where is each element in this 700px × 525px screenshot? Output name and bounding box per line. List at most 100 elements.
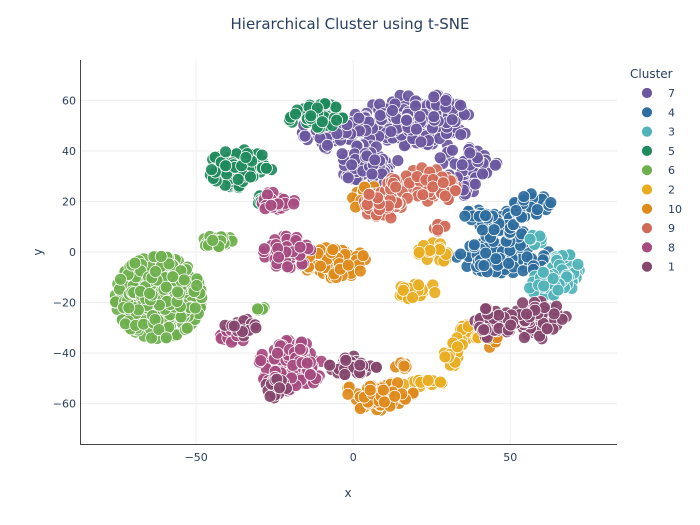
data-point: [477, 323, 491, 337]
data-point: [388, 389, 402, 403]
legend-item-1[interactable]: 1: [641, 260, 676, 274]
data-point: [149, 265, 162, 278]
data-point: [416, 188, 430, 202]
data-point: [219, 145, 233, 159]
y-tick-label: −20: [53, 297, 76, 310]
legend-item-7[interactable]: 7: [641, 87, 676, 100]
y-tick-label: 60: [62, 94, 76, 107]
data-point: [544, 196, 558, 210]
data-point: [428, 286, 442, 300]
data-point: [463, 146, 477, 160]
data-point: [530, 203, 544, 217]
legend-item-4[interactable]: 4: [641, 106, 676, 119]
data-point: [264, 198, 278, 212]
data-point: [326, 243, 340, 257]
data-point: [476, 167, 490, 181]
data-point: [145, 331, 159, 345]
data-point: [335, 147, 349, 161]
data-point: [533, 329, 546, 343]
data-point: [423, 243, 437, 257]
data-point: [368, 153, 382, 167]
legend-marker: [641, 241, 653, 254]
data-point: [338, 368, 352, 381]
legend-label: 4: [668, 106, 675, 119]
legend-marker: [641, 183, 653, 196]
data-point: [571, 257, 585, 271]
data-point: [438, 189, 452, 203]
legend-label: 3: [668, 126, 675, 139]
data-point: [339, 353, 353, 367]
data-point: [122, 301, 136, 315]
data-point: [293, 240, 307, 254]
data-point: [293, 342, 307, 356]
series-1: [218, 295, 573, 405]
data-point: [365, 167, 379, 181]
data-point: [433, 151, 447, 165]
x-tick-labels: −50 0 50: [185, 451, 518, 464]
data-point: [504, 318, 518, 332]
legend-item-6[interactable]: 6: [641, 164, 676, 177]
series-2: [393, 236, 499, 393]
legend-marker: [641, 144, 653, 157]
data-point: [479, 246, 493, 260]
data-point: [128, 256, 142, 270]
series-3: [523, 228, 586, 302]
legend-label: 6: [668, 164, 675, 177]
legend-item-8[interactable]: 8: [641, 241, 676, 254]
data-point: [300, 356, 314, 370]
data-point: [188, 301, 202, 315]
data-point: [439, 94, 453, 107]
data-point: [369, 360, 383, 374]
data-point: [523, 232, 537, 246]
x-tick-label: 50: [503, 451, 517, 464]
data-point: [479, 302, 493, 316]
chart-title: Hierarchical Cluster using t-SNE: [231, 15, 470, 33]
data-point: [341, 171, 355, 185]
data-point: [391, 154, 405, 168]
data-point: [206, 233, 220, 247]
data-point: [489, 252, 503, 266]
data-point: [154, 250, 168, 263]
legend-marker: [641, 87, 653, 99]
data-point: [476, 223, 489, 237]
legend-label: 1: [668, 261, 675, 274]
data-point: [409, 99, 422, 113]
data-point: [298, 129, 312, 143]
legend-label: 2: [668, 184, 675, 197]
data-point: [323, 358, 337, 372]
data-point: [353, 358, 367, 372]
data-point: [427, 110, 441, 124]
data-point: [227, 319, 241, 333]
legend-marker: [641, 260, 653, 273]
data-point: [190, 279, 204, 292]
data-point: [272, 250, 286, 264]
series-8: [214, 186, 328, 398]
series-9: [357, 161, 463, 238]
legend-item-9[interactable]: 9: [641, 222, 676, 235]
legend: 7 4 3 5 6 2 10 9 8 1: [641, 87, 683, 274]
data-point: [205, 163, 219, 177]
data-point: [239, 151, 253, 164]
data-point: [315, 115, 329, 129]
data-point: [389, 180, 403, 194]
data-point: [431, 223, 445, 237]
data-point: [171, 285, 185, 299]
data-point: [386, 104, 399, 117]
data-point: [467, 238, 481, 252]
legend-marker: [641, 106, 653, 119]
data-point: [448, 184, 462, 198]
data-point: [509, 204, 523, 217]
legend-item-2[interactable]: 2: [641, 183, 676, 197]
legend-item-10[interactable]: 10: [641, 203, 683, 216]
legend-item-3[interactable]: 3: [641, 126, 676, 139]
data-point: [412, 245, 426, 259]
y-tick-label: −40: [53, 347, 76, 360]
data-point: [180, 321, 194, 335]
data-point: [289, 107, 302, 121]
data-point: [259, 161, 273, 175]
data-point: [488, 158, 502, 172]
legend-item-5[interactable]: 5: [641, 144, 676, 158]
data-point: [159, 331, 173, 345]
data-point: [502, 256, 516, 270]
data-point: [487, 223, 501, 237]
